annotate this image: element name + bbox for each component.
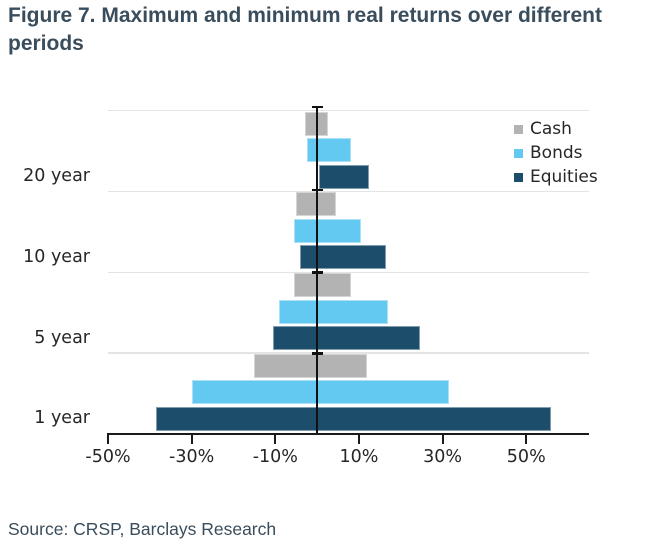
bar-bonds-5-year bbox=[279, 299, 389, 324]
x-tick-label: -30% bbox=[169, 447, 215, 468]
zero-line-cap bbox=[311, 188, 323, 192]
legend-swatch-equities-icon bbox=[514, 172, 523, 182]
x-axis-line bbox=[106, 432, 589, 436]
legend-item-bonds: Bonds bbox=[514, 141, 598, 165]
y-axis-label: 5 year bbox=[34, 327, 90, 348]
legend-item-equities: Equities bbox=[514, 165, 598, 189]
gridline bbox=[108, 190, 589, 193]
x-axis-tick bbox=[274, 435, 277, 444]
zero-line-cap bbox=[311, 105, 323, 109]
bar-equities-5-year bbox=[273, 326, 420, 350]
legend-label-cash: Cash bbox=[530, 119, 572, 139]
gridline bbox=[108, 110, 589, 112]
x-axis-tick bbox=[525, 435, 528, 444]
bar-equities-10-year bbox=[300, 245, 387, 270]
x-axis-tick bbox=[190, 435, 193, 444]
source-note: Source: CRSP, Barclays Research bbox=[8, 519, 277, 539]
bar-equities-20-year bbox=[319, 164, 370, 189]
bar-bonds-20-year bbox=[306, 138, 351, 162]
y-axis-label: 10 year bbox=[23, 246, 90, 267]
bar-cash-1-year bbox=[254, 353, 368, 378]
y-axis-label: 20 year bbox=[23, 166, 90, 186]
legend-label-bonds: Bonds bbox=[530, 143, 583, 163]
zero-line-cap bbox=[311, 352, 323, 355]
x-tick-label: -50% bbox=[85, 447, 131, 468]
x-tick-label: -10% bbox=[252, 447, 298, 468]
legend-item-cash: Cash bbox=[514, 117, 598, 141]
x-tick-label: 50% bbox=[506, 447, 546, 468]
legend-label-equities: Equities bbox=[530, 167, 598, 187]
figure-title: Figure 7. Maximum and minimum real retur… bbox=[8, 4, 602, 55]
x-tick-label: 10% bbox=[339, 447, 379, 468]
y-axis-label: 1 year bbox=[34, 408, 90, 429]
gridline bbox=[108, 352, 589, 354]
x-axis-tick bbox=[106, 435, 110, 444]
x-tick-label: 30% bbox=[423, 447, 463, 468]
bar-bonds-1-year bbox=[191, 380, 449, 405]
bar-bonds-10-year bbox=[294, 218, 362, 243]
bar-cash-5-year bbox=[294, 273, 351, 297]
x-axis-tick bbox=[357, 435, 361, 444]
legend-swatch-bonds-icon bbox=[514, 148, 523, 158]
bar-equities-1-year bbox=[156, 406, 552, 431]
x-axis-tick bbox=[441, 435, 444, 444]
gridline bbox=[108, 271, 589, 273]
legend-swatch-cash-icon bbox=[514, 124, 523, 134]
chart-legend: Cash Bonds Equities bbox=[514, 117, 598, 189]
zero-line-cap bbox=[311, 271, 323, 274]
